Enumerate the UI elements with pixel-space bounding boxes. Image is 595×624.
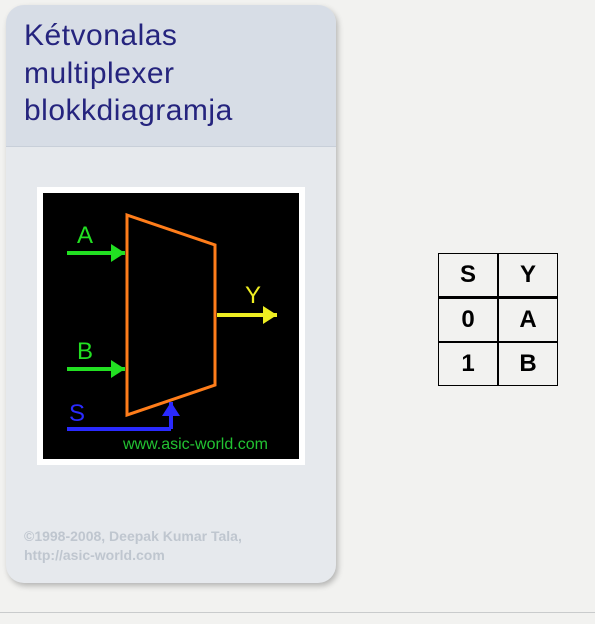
svg-text:A: A — [77, 222, 93, 249]
table-row: 1 B — [438, 342, 558, 386]
credit-line-2: http://asic-world.com — [24, 547, 165, 563]
truth-cell-y1: B — [498, 342, 558, 386]
page-divider — [0, 612, 595, 613]
credit-line-1: ©1998-2008, Deepak Kumar Tala, — [24, 528, 242, 544]
truth-cell-s0: 0 — [438, 298, 498, 342]
truth-table-header-row: S Y — [438, 253, 558, 298]
truth-cell-s1: 1 — [438, 342, 498, 386]
title-line-2: multiplexer — [24, 57, 175, 90]
svg-text:www.asic-world.com: www.asic-world.com — [122, 436, 268, 453]
truth-table-header-s: S — [438, 253, 498, 298]
truth-cell-y0: A — [498, 298, 558, 342]
diagram-credit: ©1998-2008, Deepak Kumar Tala, http://as… — [24, 527, 242, 565]
card-header: Kétvonalas multiplexer blokkdiagramja — [6, 5, 336, 147]
card-title: Kétvonalas multiplexer blokkdiagramja — [24, 17, 318, 130]
svg-text:B: B — [77, 338, 93, 365]
title-line-3: blokkdiagramja — [24, 94, 233, 127]
mux-block-diagram: A B Y Swww.asic-world.com — [37, 187, 305, 465]
truth-table-header-y: Y — [498, 253, 558, 298]
svg-text:S: S — [69, 400, 85, 427]
svg-text:Y: Y — [245, 282, 261, 309]
info-card: Kétvonalas multiplexer blokkdiagramja A B… — [6, 5, 336, 583]
table-row: 0 A — [438, 298, 558, 342]
title-line-1: Kétvonalas — [24, 19, 177, 52]
truth-table: S Y 0 A 1 B — [438, 253, 558, 386]
